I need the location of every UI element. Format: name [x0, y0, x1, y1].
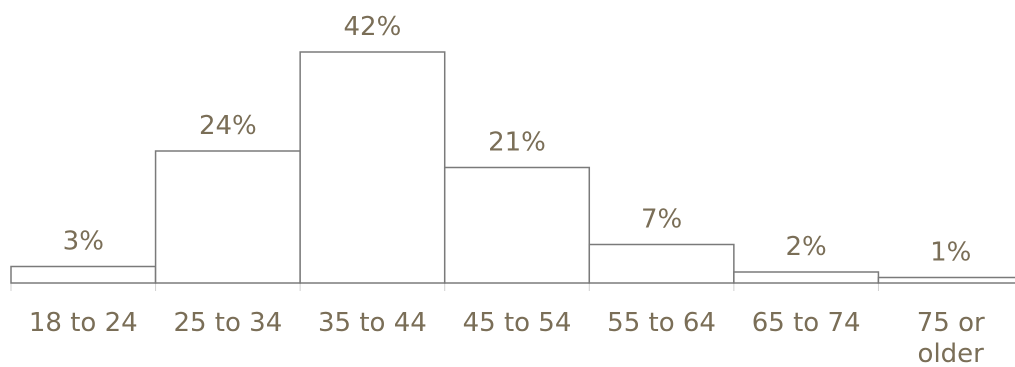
category-label-6: 75 or older — [917, 308, 985, 367]
value-label-4: 7% — [641, 205, 682, 235]
value-label-0: 3% — [63, 227, 104, 257]
x-axis-ticks — [10, 283, 879, 291]
bar-1 — [154, 150, 301, 284]
value-label-3: 21% — [488, 128, 546, 158]
category-label-0: 18 to 24 — [29, 308, 138, 338]
value-labels: 3% 24% 42% 21% 7% 2% 1% — [63, 12, 972, 268]
value-label-5: 2% — [786, 232, 827, 262]
category-labels: 18 to 24 25 to 34 35 to 44 45 to 54 55 to 64… — [29, 308, 985, 367]
category-label-4: 55 to 64 — [607, 308, 716, 338]
bar-0 — [10, 265, 157, 284]
bar-3 — [443, 166, 591, 284]
value-label-2: 42% — [344, 12, 402, 42]
bar-2 — [299, 51, 446, 284]
category-label-1: 25 to 34 — [173, 308, 282, 338]
category-label-2: 35 to 44 — [318, 308, 427, 338]
bar-6 — [877, 276, 1015, 284]
category-label-5: 65 to 74 — [752, 308, 861, 338]
bars — [10, 51, 1015, 284]
value-label-1: 24% — [199, 111, 257, 141]
bar-5 — [733, 271, 880, 284]
bar-4 — [588, 243, 735, 284]
category-label-3: 45 to 54 — [463, 308, 572, 338]
value-label-6: 1% — [930, 238, 971, 268]
